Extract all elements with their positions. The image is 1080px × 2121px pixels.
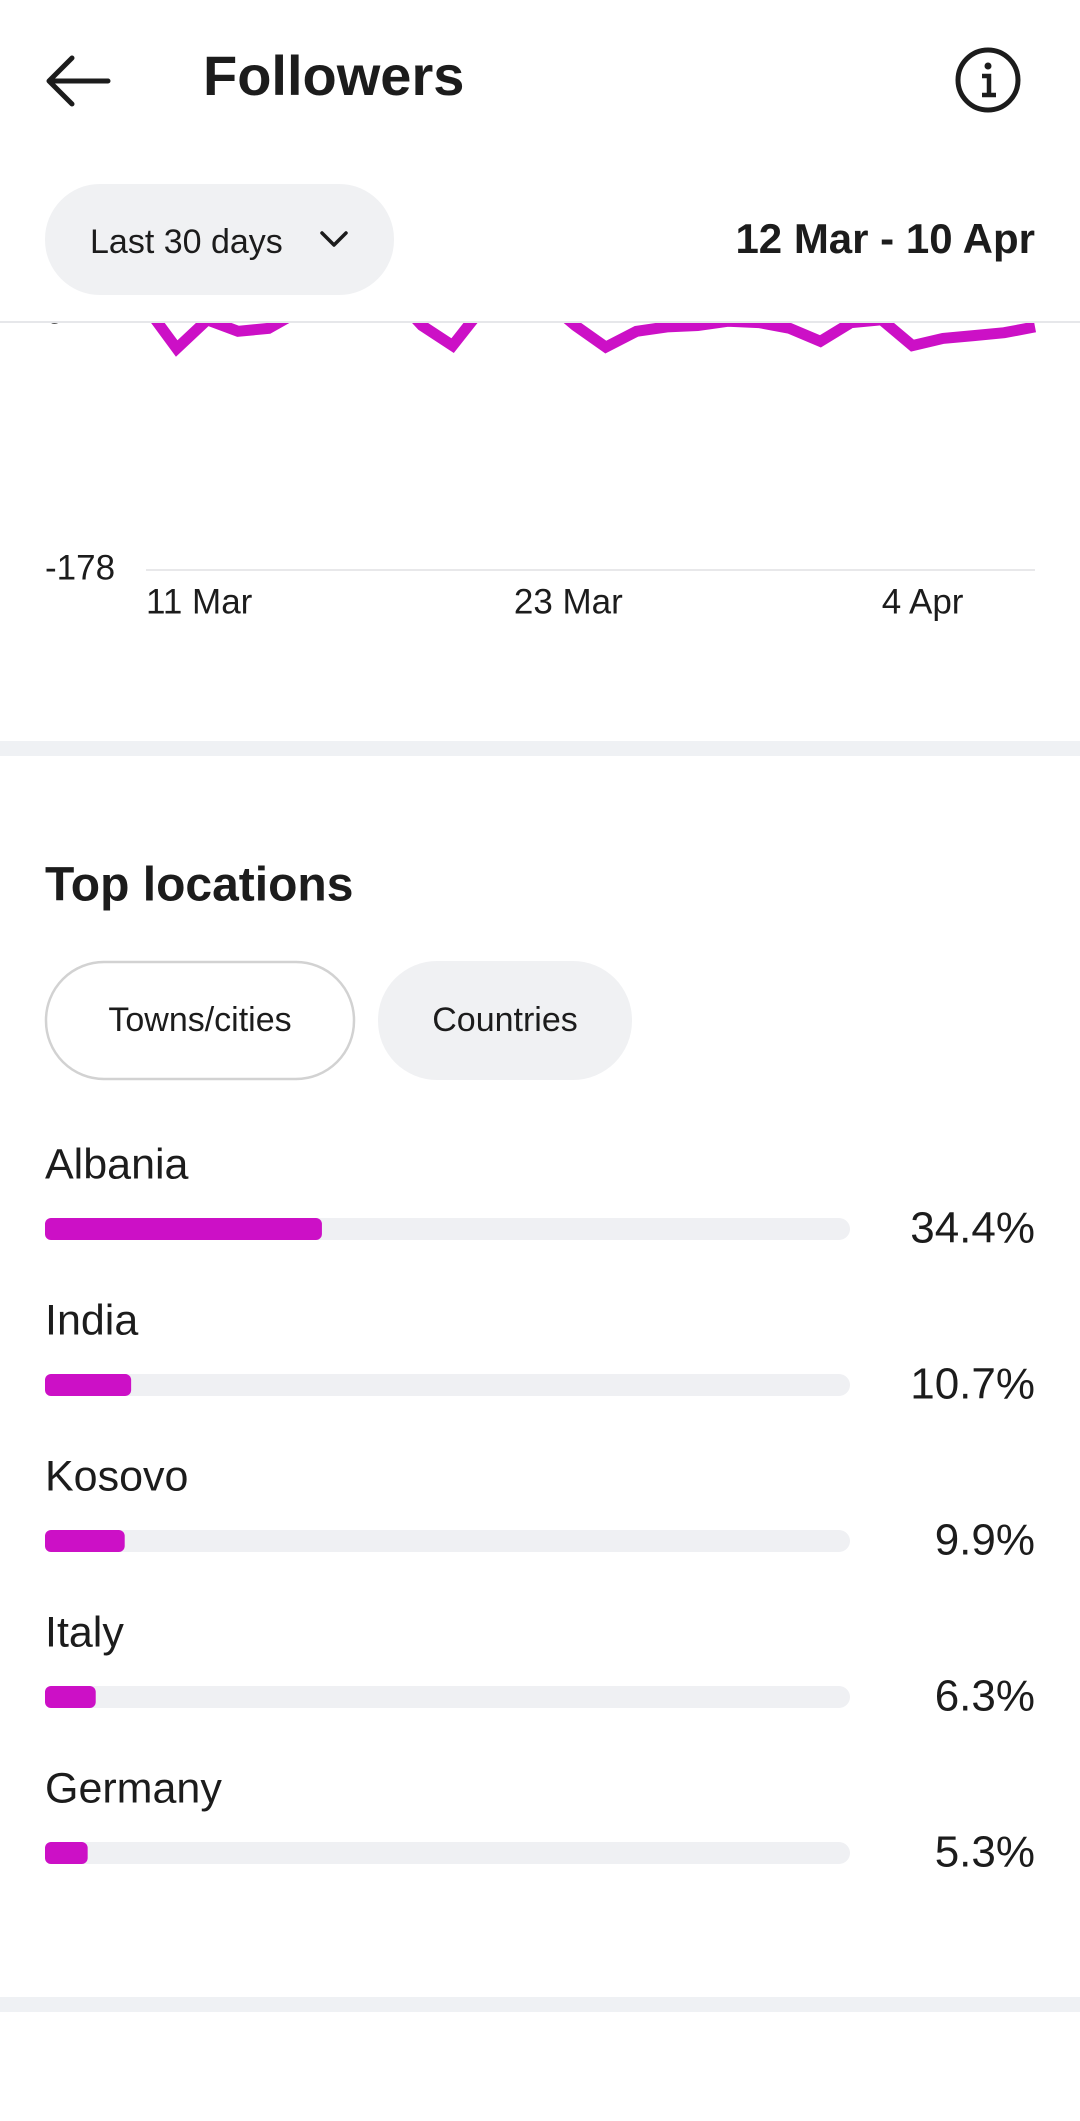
value-label: 6.3%	[935, 1672, 1035, 1721]
location-name: Kosovo	[45, 1452, 188, 1500]
tab-pill	[378, 961, 632, 1080]
bar	[45, 1218, 322, 1240]
x-tick-label: 11 Mar	[146, 582, 253, 621]
section-divider	[0, 741, 1080, 756]
value-label: 9.9%	[935, 1516, 1035, 1565]
range-pill	[45, 184, 394, 295]
y-tick-label: -178	[45, 548, 115, 587]
chevron	[320, 231, 348, 247]
location-name: Germany	[45, 1764, 222, 1812]
tab-label: Countries	[432, 1001, 578, 1039]
location-name: Italy	[45, 1608, 124, 1656]
bar-track	[45, 1530, 850, 1552]
value-label: 5.3%	[935, 1828, 1035, 1877]
page-title: Followers	[203, 44, 464, 107]
section-title: Top locations	[45, 859, 353, 912]
top-locations: Top locations Towns/cities Countries Alb…	[44, 859, 1035, 1877]
header-divider	[0, 321, 1080, 323]
location-name: Albania	[45, 1140, 189, 1188]
info-circle	[955, 47, 1021, 113]
header: Followers Last 30 days 12 Mar - 10 Apr	[0, 0, 1080, 323]
bar	[45, 1374, 132, 1396]
range-dropdown[interactable]: Last 30 days	[45, 184, 394, 295]
value-label: 34.4%	[910, 1204, 1035, 1253]
info-dot	[984, 62, 992, 70]
tab-towns[interactable]: Towns/cities	[44, 960, 356, 1081]
bar	[45, 1686, 96, 1708]
date-range: 12 Mar - 10 Apr	[735, 215, 1035, 262]
tab-countries[interactable]: Countries	[378, 961, 632, 1080]
bar-track	[45, 1686, 850, 1708]
tab-pill	[44, 960, 356, 1081]
info-stem	[982, 73, 996, 98]
section-divider	[0, 1997, 1080, 2012]
location-name: India	[45, 1296, 138, 1344]
x-tick-label: 4 Apr	[882, 582, 964, 621]
tab-label: Towns/cities	[108, 1001, 291, 1039]
back-button[interactable]	[46, 55, 111, 107]
bar	[45, 1530, 125, 1552]
range-label: Last 30 days	[90, 223, 283, 261]
bar-track	[45, 1374, 850, 1396]
bar-track	[45, 1842, 850, 1864]
back-arrow	[46, 55, 111, 107]
x-tick-label: 23 Mar	[514, 582, 623, 621]
bar	[45, 1842, 88, 1864]
info-button[interactable]	[955, 47, 1021, 113]
value-label: 10.7%	[910, 1360, 1035, 1409]
